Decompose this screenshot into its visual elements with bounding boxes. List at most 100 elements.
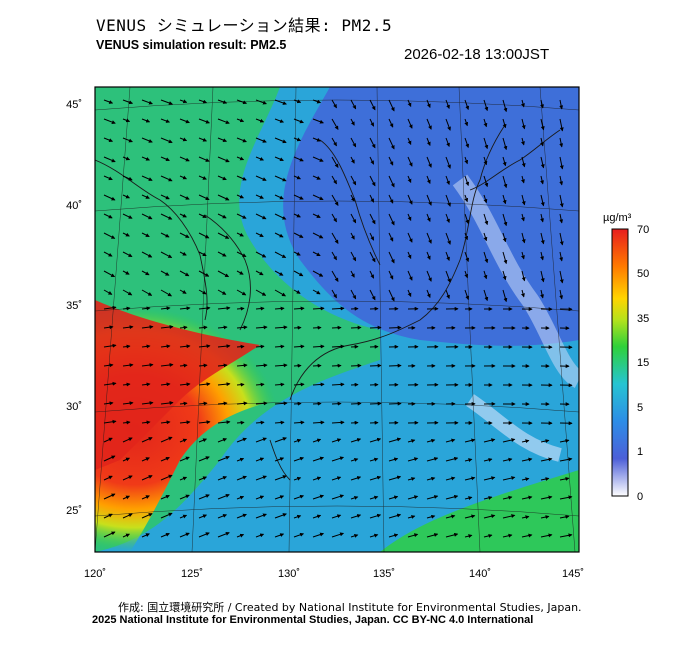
wind-arrow [312,251,321,257]
wind-arrow [331,232,339,244]
wind-arrow [141,437,153,443]
wind-arrow [369,363,382,368]
lat-axis: 45˚ 40˚ 35˚ 30˚ 25˚ [66,99,82,517]
colorbar-tick: 50 [637,268,649,280]
wind-arrow [483,99,489,112]
wind-arrow [502,457,513,462]
wind-arrow [445,251,450,262]
wind-arrow [331,363,342,368]
wind-arrow [293,494,305,500]
wind-arrow [312,99,322,104]
wind-arrow [179,401,188,406]
wind-arrow [217,514,228,519]
wind-arrow [198,456,210,462]
wind-arrow [559,194,564,208]
wind-arrow [369,289,376,301]
wind-arrow [540,99,544,109]
wind-arrow [236,213,247,219]
wind-arrow [483,213,489,226]
longitude-line [95,87,131,552]
wind-arrow [122,325,134,330]
wind-arrow [407,515,416,519]
wind-arrow [274,175,287,182]
wind-arrow [312,213,321,218]
wind-arrow [141,156,151,161]
latitude-line [95,99,579,111]
wind-arrow [407,477,416,481]
wind-arrow [122,495,131,500]
wind-arrow [198,175,207,180]
wind-arrow [407,99,412,108]
wind-arrow [407,251,412,260]
wind-arrow [331,289,337,299]
wind-arrow [350,325,362,330]
wind-arrow [426,213,431,223]
wind-arrow [255,175,267,181]
wind-arrow [540,495,553,500]
wind-arrow [521,194,526,206]
wind-arrow [369,156,375,165]
wind-arrow [179,156,190,162]
wind-arrow [426,476,436,481]
wind-arrow [141,344,151,349]
wind-arrow [407,213,412,222]
wind-arrow [331,251,337,261]
wind-arrow [483,232,488,242]
wind-arrow [255,325,268,330]
wind-arrow [141,457,150,462]
wind-arrow [293,289,301,294]
wind-arrow [369,437,382,443]
wind-arrow [236,457,245,462]
wind-arrow [103,455,116,462]
wind-arrow [255,306,265,311]
wind-arrow [483,514,496,519]
wind-arrow [483,137,489,150]
wind-arrow [160,532,170,538]
wind-arrow [293,438,302,443]
wind-arrow [217,194,230,201]
lat-tick-label: 45˚ [66,99,82,111]
wind-arrow [388,270,394,280]
wind-arrow [407,270,413,281]
wind-arrow [293,137,302,142]
wind-arrow [502,118,507,129]
wind-arrow [141,99,153,105]
license-line: 2025 National Institute for Environmenta… [92,614,534,626]
wind-arrow [179,289,187,294]
wind-arrow [122,306,131,311]
wind-arrow [369,194,375,203]
wind-arrow [103,401,114,406]
wind-arrow [388,401,402,406]
wind-arrow [179,118,190,124]
wind-arrow [483,476,496,481]
wind-arrow [312,456,325,462]
wind-arrow [255,437,267,443]
wind-arrow [464,289,470,301]
wind-arrow [483,118,488,128]
wind-arrow [502,99,508,113]
wind-arrow [388,533,399,538]
wind-arrow [179,456,190,462]
wind-arrow [312,532,325,538]
wind-arrow [350,270,355,278]
lon-tick-label: 145˚ [562,568,584,580]
wind-arrow [540,270,545,283]
wind-arrow [483,289,489,302]
wind-arrow [350,457,359,462]
wind-arrow [350,476,362,481]
wind-arrow [540,439,550,444]
wind-arrow [236,306,245,311]
wind-arrow [217,420,231,425]
wind-arrow [179,382,191,387]
wind-arrow [502,156,507,167]
wind-arrow [293,175,302,180]
wind-arrow [236,118,245,123]
wind-arrow [521,251,525,260]
wind-arrow [559,476,570,481]
wind-arrow [179,476,188,481]
wind-arrow [540,533,553,538]
wind-arrow [331,156,339,168]
wind-arrow [160,420,171,425]
wind-arrow [540,289,544,299]
